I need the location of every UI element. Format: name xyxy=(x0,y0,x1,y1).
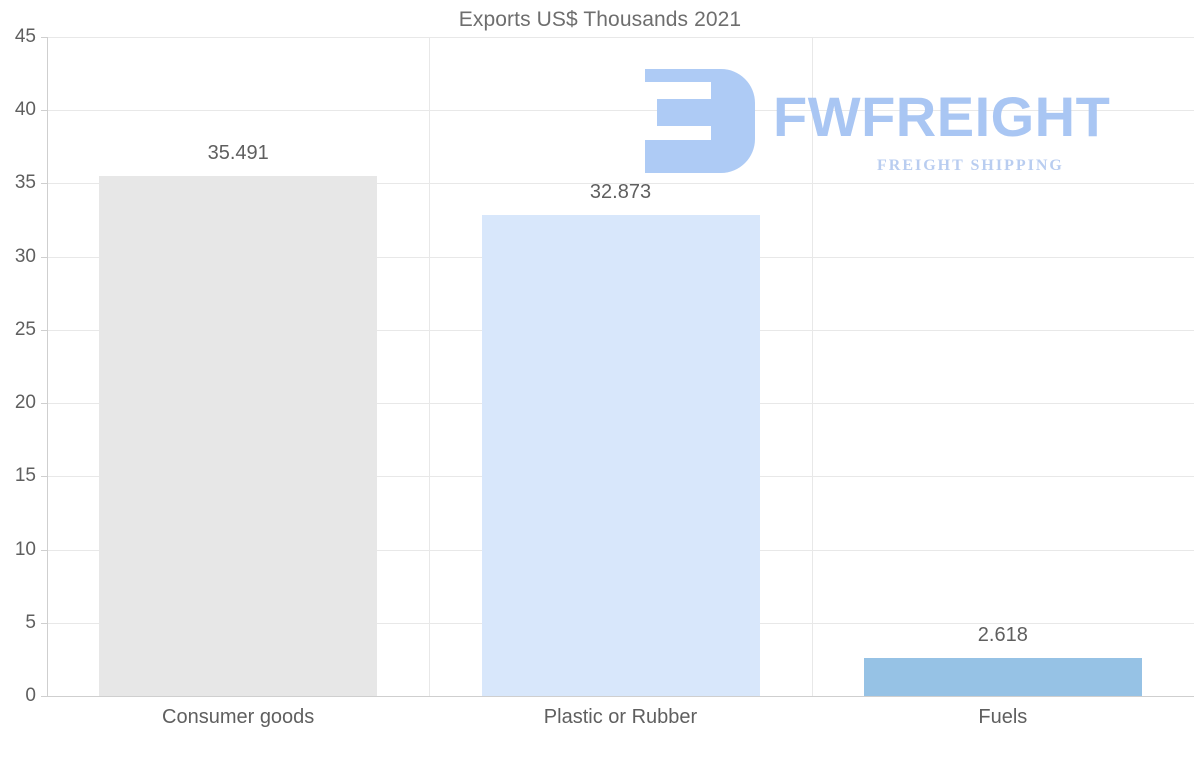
y-axis-tick-label: 15 xyxy=(14,465,36,487)
y-tick-mark xyxy=(41,549,47,551)
x-axis-category-label: Plastic or Rubber xyxy=(543,706,698,728)
bar-value-label: 32.873 xyxy=(589,180,652,203)
y-axis-tick-label: 25 xyxy=(14,318,36,340)
y-axis-labels: 0 5 10 15 20 25 30 35 40 45 xyxy=(0,0,36,763)
y-axis-tick-label: 45 xyxy=(14,26,36,47)
bar-value-label: 2.618 xyxy=(977,623,1028,646)
gridline-vertical xyxy=(429,37,431,696)
gridline-horizontal xyxy=(47,110,1194,112)
y-tick-mark xyxy=(41,622,47,624)
y-axis-tick-label: 35 xyxy=(14,172,36,194)
gridline-vertical xyxy=(811,37,813,696)
gridline-horizontal xyxy=(47,37,1194,38)
y-axis-tick-label: 30 xyxy=(14,245,36,267)
y-axis-tick-label: 0 xyxy=(25,685,36,706)
bar[interactable] xyxy=(481,214,760,696)
y-tick-mark xyxy=(41,256,47,258)
y-axis-tick-label: 10 xyxy=(14,538,36,560)
y-axis-tick-label: 5 xyxy=(25,611,36,633)
bar[interactable] xyxy=(99,176,378,696)
y-axis-line xyxy=(47,37,48,697)
y-tick-mark xyxy=(41,110,47,112)
y-tick-mark xyxy=(41,403,47,405)
gridline-horizontal xyxy=(47,183,1194,185)
x-axis-category-label: Consumer goods xyxy=(162,706,315,728)
y-tick-mark xyxy=(41,329,47,331)
chart-title: Exports US$ Thousands 2021 xyxy=(458,8,742,31)
y-tick-mark xyxy=(41,696,47,697)
y-tick-mark xyxy=(41,183,47,185)
x-axis-line xyxy=(47,696,1194,697)
bar-value-label: 35.491 xyxy=(207,142,269,165)
y-tick-mark xyxy=(41,37,47,38)
x-axis-category-label: Fuels xyxy=(978,706,1028,728)
bar[interactable] xyxy=(863,657,1142,696)
y-axis-tick-label: 20 xyxy=(14,392,36,414)
y-tick-mark xyxy=(41,476,47,478)
y-axis-tick-label: 40 xyxy=(14,99,36,121)
